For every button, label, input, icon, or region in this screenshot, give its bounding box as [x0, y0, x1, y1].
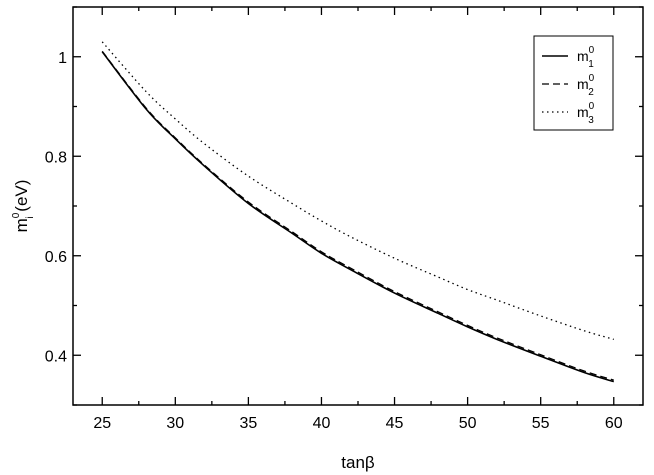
- y-tick-label: 0.4: [45, 348, 67, 365]
- legend-label-subscript: 1: [588, 59, 594, 70]
- y-tick-label: 0.6: [45, 249, 67, 266]
- x-tick-label: 35: [239, 415, 257, 432]
- legend-box: [533, 35, 614, 131]
- y-axis-label-base: m: [12, 218, 31, 232]
- x-tick-label: 60: [605, 415, 623, 432]
- ticks: 25 30 35 40 45 50 55 600.40.60.81: [45, 6, 643, 432]
- x-tick-label: 30: [166, 415, 184, 432]
- legend-label-superscript: 0: [589, 45, 595, 56]
- legend: m0 1m0 2m0 3: [533, 35, 614, 131]
- legend-label-base: m: [577, 48, 589, 64]
- x-tick-label: 40: [313, 415, 331, 432]
- legend-label-m03: m0 3: [577, 101, 595, 126]
- legend-label-superscript: 0: [589, 73, 595, 84]
- legend-label-m02: m0 2: [577, 73, 595, 98]
- y-tick-label: 0.8: [45, 149, 67, 166]
- y-tick-label: 1: [58, 50, 67, 67]
- series-line-m02: [101, 50, 614, 381]
- x-tick-label: 50: [459, 415, 477, 432]
- y-axis-label-superscript: 0: [11, 212, 22, 218]
- x-tick-label: 25: [93, 415, 111, 432]
- x-tick-label: 45: [386, 415, 404, 432]
- legend-label-base: m: [577, 104, 589, 120]
- x-axis-label: tanβ: [341, 453, 375, 472]
- y-axis-label-subscript: i: [25, 216, 36, 218]
- legend-label-superscript: 0: [589, 101, 595, 112]
- y-axis-label: m0 i (eV): [11, 180, 36, 233]
- legend-label-m01: m0 1: [577, 45, 595, 70]
- series-group: [101, 41, 615, 383]
- legend-label-subscript: 2: [588, 87, 594, 98]
- legend-label-base: m: [577, 76, 589, 92]
- series-line-m01: [101, 51, 615, 383]
- legend-label-subscript: 3: [588, 115, 594, 126]
- y-axis-label-unit: (eV): [12, 180, 31, 217]
- x-tick-label: 55: [532, 415, 550, 432]
